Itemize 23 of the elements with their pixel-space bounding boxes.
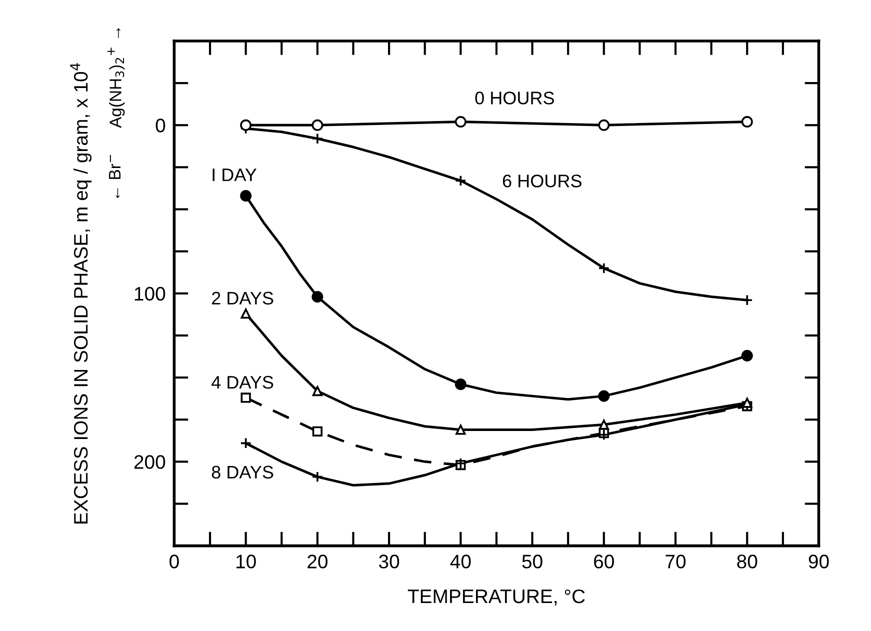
text: Ag(NH$_{3}$)$_{2}$$^{+}$ → [108,28,125,128]
y-tick-label: 200 [134,455,166,469]
series-label: 2 DAYS [212,292,274,305]
x-tick-label: 20 [308,554,328,568]
series-label: 4 DAYS [212,376,274,389]
x-tick-label: 80 [737,554,758,568]
x-tick-label: 40 [450,554,471,568]
x-tick-label: 50 [522,554,542,568]
x-tick-label: 0 [170,554,179,568]
y-tick-label: 100 [134,286,166,301]
series-label: 0 HOURS [475,92,554,104]
text: ← Br$^{−}$ [109,154,120,198]
y-tick-label: 0 [156,118,166,132]
x-tick-label: 60 [594,554,614,568]
x-tick-label: 90 [808,554,829,568]
x-axis-title: TEMPERATURE, °C [408,589,585,606]
series-label: 8 DAYS [212,466,274,479]
series-label: 6 HOURS [502,174,582,188]
y-axis-title: EXCESS IONS IN SOLID PHASE, m eq / gram, x 10$^{4}$ [70,63,92,524]
x-tick-label: 70 [666,554,686,568]
x-tick-label: 30 [378,554,400,568]
x-tick-label: 10 [236,554,256,568]
series-label: I DAY [212,168,257,182]
